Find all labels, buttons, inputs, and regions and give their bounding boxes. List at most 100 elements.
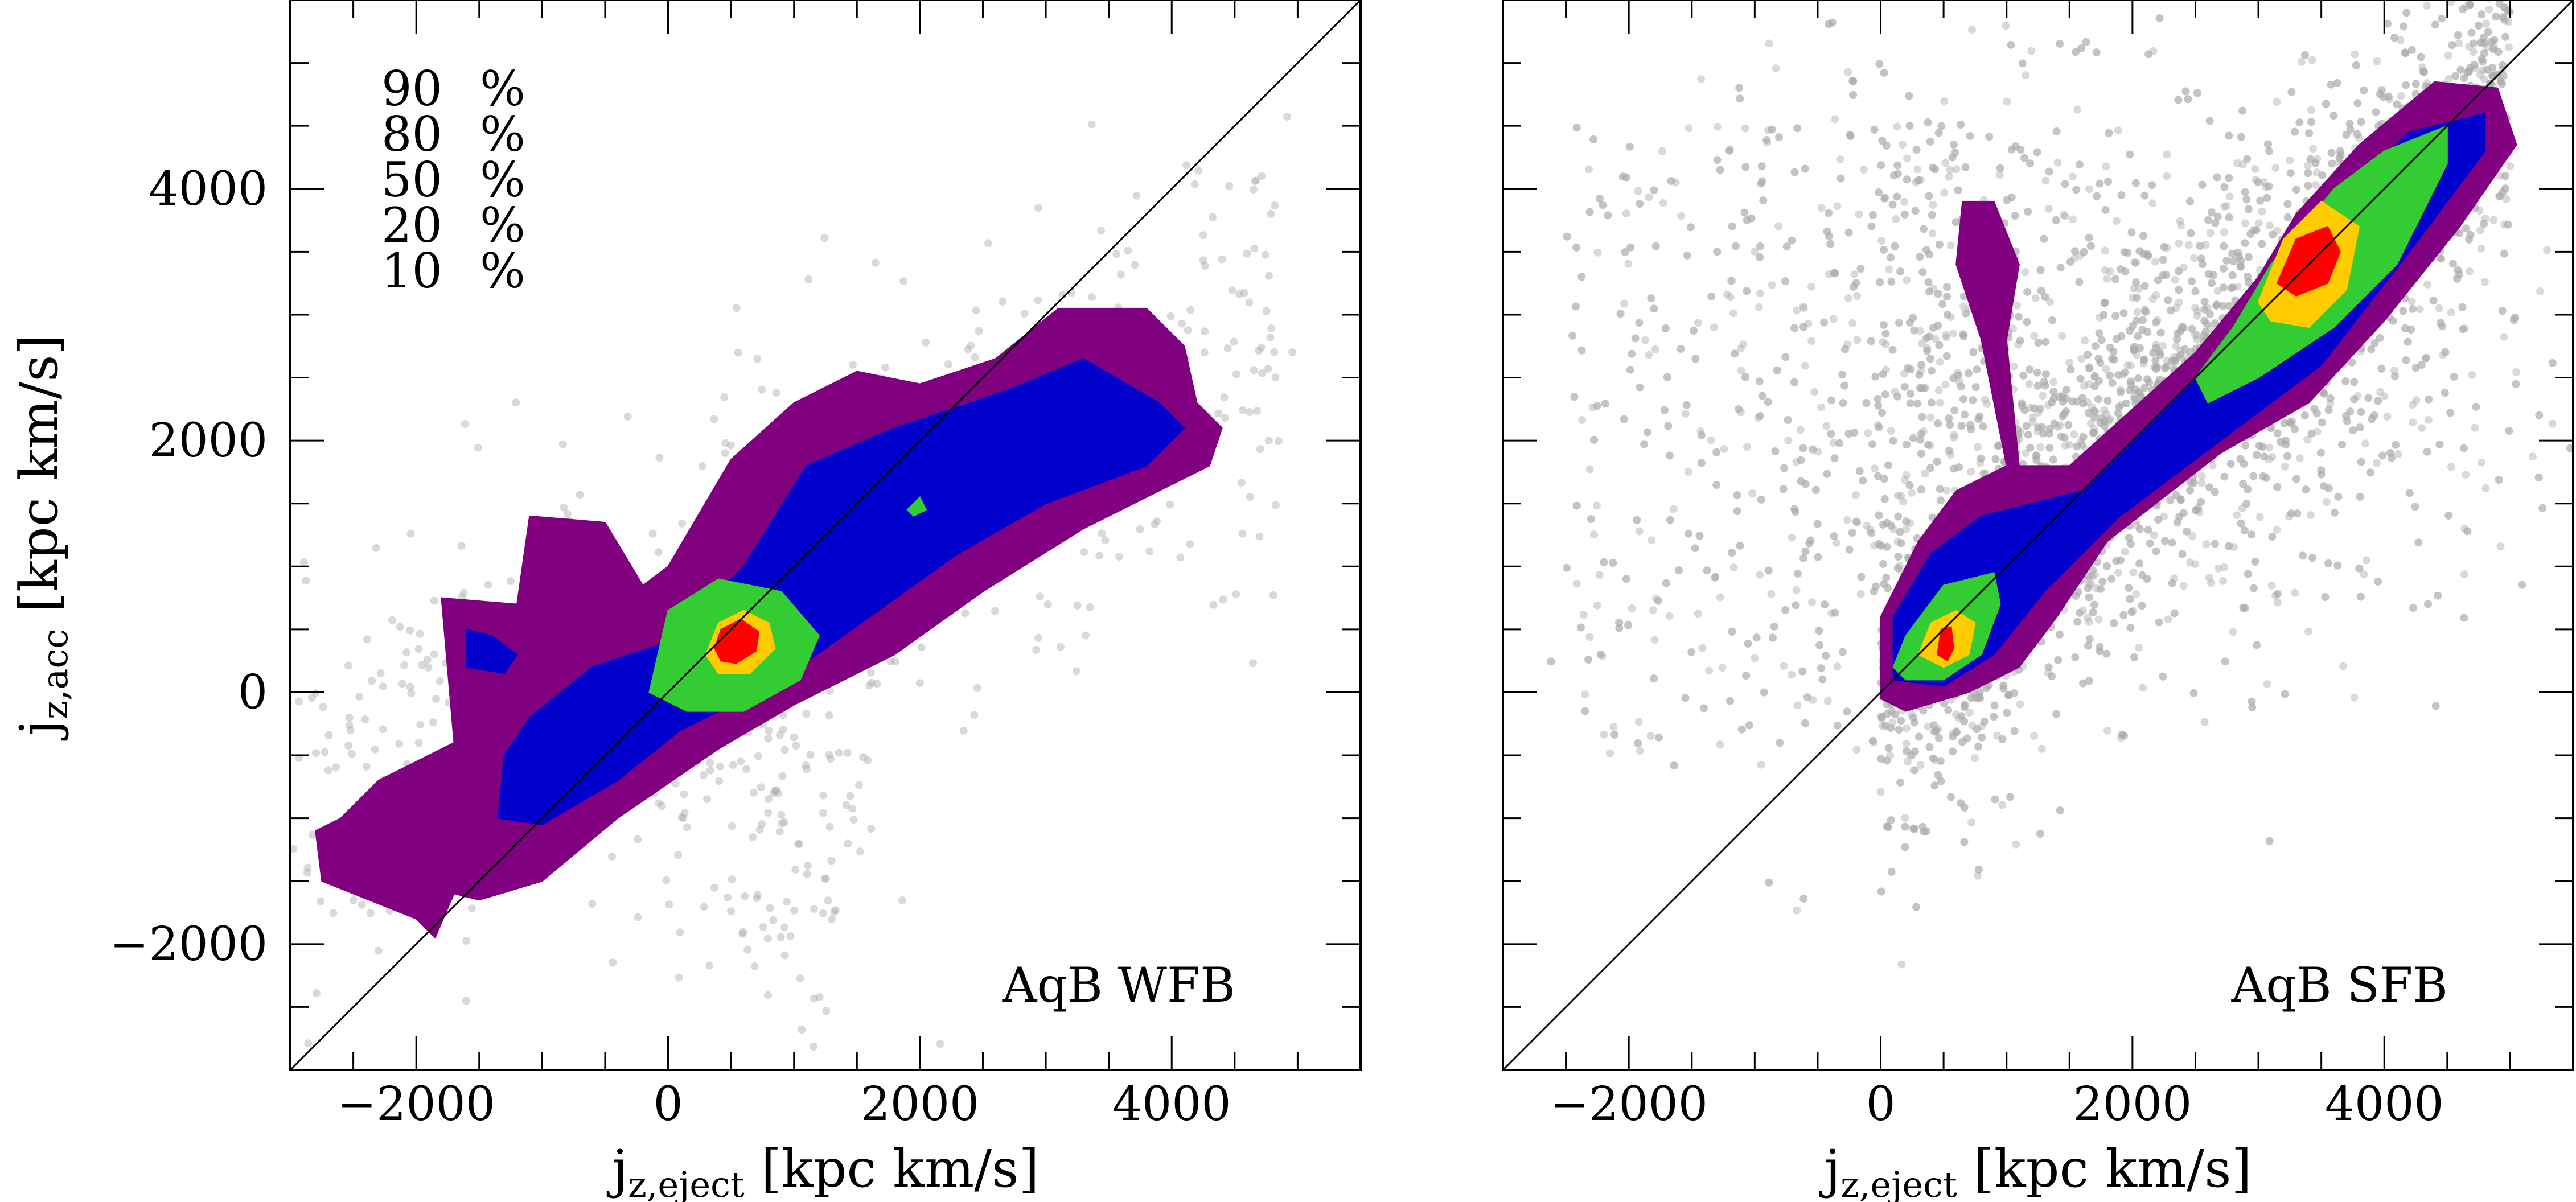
scatter-point bbox=[2103, 726, 2111, 735]
scatter-point bbox=[1903, 276, 1911, 285]
scatter-point bbox=[2312, 168, 2321, 177]
scatter-point bbox=[1960, 703, 1969, 711]
scatter-point bbox=[2006, 793, 2014, 801]
scatter-point bbox=[2191, 331, 2199, 339]
contour-10pct bbox=[714, 619, 759, 664]
scatter-point bbox=[2173, 335, 2181, 344]
scatter-point bbox=[2205, 117, 2214, 125]
scatter-point bbox=[1951, 218, 1960, 227]
scatter-point bbox=[346, 726, 355, 735]
scatter-point bbox=[2226, 460, 2235, 468]
scatter-point bbox=[2483, 43, 2491, 51]
scatter-point bbox=[2188, 532, 2197, 540]
scatter-point bbox=[2350, 395, 2359, 404]
scatter-point bbox=[1817, 204, 1826, 212]
scatter-point bbox=[1790, 378, 1798, 386]
scatter-point bbox=[1246, 408, 1254, 416]
scatter-point bbox=[1686, 223, 1695, 232]
scatter-point bbox=[1636, 747, 1644, 755]
scatter-point bbox=[1755, 303, 1763, 311]
scatter-point bbox=[1694, 610, 1702, 618]
scatter-point bbox=[2241, 604, 2249, 612]
scatter-point bbox=[2117, 265, 2125, 274]
scatter-point bbox=[1844, 294, 1852, 302]
scatter-point bbox=[2460, 74, 2468, 82]
scatter-point bbox=[2090, 372, 2099, 380]
scatter-point bbox=[2407, 297, 2416, 306]
scatter-point bbox=[2073, 397, 2081, 406]
scatter-point bbox=[764, 734, 773, 743]
scatter-point bbox=[2146, 539, 2154, 548]
scatter-point bbox=[2033, 381, 2042, 390]
scatter-point bbox=[1831, 269, 1839, 277]
scatter-point bbox=[1098, 529, 1106, 538]
scatter-point bbox=[1695, 532, 1704, 540]
scatter-point bbox=[1949, 141, 1958, 149]
scatter-point bbox=[1667, 177, 1675, 185]
scatter-point bbox=[2022, 71, 2030, 80]
scatter-point bbox=[2061, 442, 2069, 450]
scatter-point bbox=[1887, 427, 1895, 435]
scatter-point bbox=[1882, 141, 1891, 150]
scatter-point bbox=[2362, 556, 2370, 565]
scatter-point bbox=[1868, 440, 1876, 448]
scatter-point bbox=[973, 684, 982, 692]
scatter-point bbox=[1915, 371, 1924, 379]
scatter-point bbox=[2138, 571, 2147, 579]
scatter-point bbox=[2280, 419, 2289, 428]
scatter-point bbox=[406, 682, 414, 691]
scatter-point bbox=[1990, 701, 1999, 710]
scatter-point bbox=[2123, 361, 2132, 369]
scatter-point bbox=[806, 751, 815, 759]
scatter-point bbox=[810, 905, 818, 913]
scatter-point bbox=[1648, 536, 1656, 545]
scatter-point bbox=[2197, 472, 2206, 480]
scatter-point bbox=[2170, 609, 2179, 618]
scatter-point bbox=[1636, 383, 1644, 392]
scatter-point bbox=[2132, 278, 2140, 287]
scatter-point bbox=[826, 686, 834, 695]
scatter-point bbox=[2225, 192, 2234, 201]
scatter-point bbox=[1880, 245, 1888, 254]
scatter-point bbox=[2242, 500, 2251, 508]
scatter-point bbox=[2222, 256, 2231, 265]
scatter-point bbox=[2173, 518, 2181, 527]
scatter-point bbox=[796, 974, 804, 983]
scatter-point bbox=[2460, 614, 2468, 622]
scatter-point bbox=[2101, 299, 2109, 307]
scatter-point bbox=[2159, 672, 2167, 681]
scatter-point bbox=[655, 454, 664, 462]
scatter-point bbox=[2431, 702, 2440, 710]
scatter-point bbox=[2404, 337, 2412, 346]
scatter-point bbox=[1934, 771, 1942, 779]
scatter-point bbox=[347, 750, 356, 758]
scatter-point bbox=[1870, 587, 1878, 596]
scatter-point bbox=[2462, 470, 2470, 479]
scatter-point bbox=[2263, 680, 2271, 689]
scatter-point bbox=[769, 1083, 777, 1091]
scatter-point bbox=[1681, 694, 1690, 702]
scatter-point bbox=[2130, 346, 2138, 355]
panel-label: AqB WFB bbox=[1002, 957, 1235, 1013]
scatter-point bbox=[2215, 564, 2222, 573]
scatter-point bbox=[2222, 202, 2231, 210]
scatter-point bbox=[881, 363, 889, 372]
scatter-point bbox=[2130, 394, 2139, 403]
scatter-point bbox=[1745, 721, 1753, 730]
scatter-point bbox=[2220, 264, 2228, 273]
scatter-point bbox=[1765, 878, 1773, 887]
scatter-point bbox=[1966, 132, 1974, 141]
scatter-point bbox=[1249, 659, 1257, 668]
scatter-point bbox=[2437, 319, 2445, 327]
scatter-point bbox=[1835, 439, 1843, 447]
scatter-point bbox=[2229, 542, 2238, 551]
scatter-point bbox=[2194, 504, 2203, 512]
scatter-point bbox=[1974, 865, 1983, 874]
scatter-point bbox=[1905, 122, 1914, 130]
scatter-point bbox=[2056, 421, 2064, 430]
scatter-point bbox=[2492, 13, 2500, 21]
scatter-point bbox=[1921, 469, 1929, 477]
scatter-point bbox=[395, 739, 403, 748]
scatter-point bbox=[779, 725, 787, 734]
